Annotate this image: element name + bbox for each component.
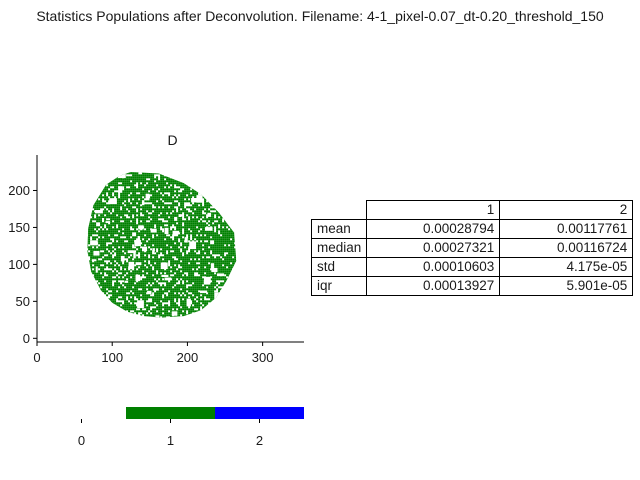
table-cell: 0.00010603 [366, 257, 501, 277]
colorbar-tick-label: 1 [167, 433, 174, 448]
table-row: std 0.00010603 4.175e-05 [310, 257, 634, 277]
column-header-2: 2 [499, 200, 634, 220]
table-cell: 0.00117761 [499, 219, 634, 239]
column-header-1: 1 [366, 200, 501, 220]
y-tick-label: 100 [8, 257, 30, 272]
population-1-pixel-map [87, 172, 237, 318]
scatter-axes: 0 100 200 300 0 50 100 150 200 [8, 155, 304, 365]
table-row: iqr 0.00013927 5.901e-05 [310, 276, 634, 296]
table-cell: 0.00027321 [366, 238, 501, 258]
colorbar-tick-label: 2 [256, 433, 263, 448]
x-tick-label: 100 [101, 350, 123, 365]
colorbar-tick-label: 0 [78, 433, 85, 448]
y-tick-label: 150 [8, 220, 30, 235]
colorbar-cell [215, 407, 304, 419]
row-label: median [310, 238, 368, 258]
table-cell: 5.901e-05 [499, 276, 634, 296]
table-header-row: 1 2 [311, 200, 634, 220]
table-cell: 4.175e-05 [499, 257, 634, 277]
x-tick-label: 300 [252, 350, 274, 365]
population-scatter-panel: D 0 100 200 300 0 50 100 150 200 [8, 132, 304, 365]
statistics-table: 1 2 mean 0.00028794 0.00117761 median 0.… [310, 200, 634, 296]
table-cell: 0.00028794 [366, 219, 501, 239]
table-cell: 0.00013927 [366, 276, 501, 296]
colorbar-cell [126, 407, 215, 419]
y-tick-label: 50 [16, 294, 30, 309]
panel-title: D [167, 132, 177, 148]
row-label: std [310, 257, 368, 277]
row-label: iqr [310, 276, 368, 296]
table-row: mean 0.00028794 0.00117761 [310, 219, 634, 239]
population-colorbar: 0 1 2 [78, 407, 304, 448]
x-tick-label: 200 [177, 350, 199, 365]
row-label: mean [310, 219, 368, 239]
y-tick-label: 200 [8, 183, 30, 198]
x-tick-label: 0 [33, 350, 40, 365]
table-cell: 0.00116724 [499, 238, 634, 258]
figure-title: Statistics Populations after Deconvoluti… [36, 8, 604, 24]
table-row: median 0.00027321 0.00116724 [310, 238, 634, 258]
table-corner-cell [311, 200, 368, 220]
y-tick-label: 0 [23, 331, 30, 346]
